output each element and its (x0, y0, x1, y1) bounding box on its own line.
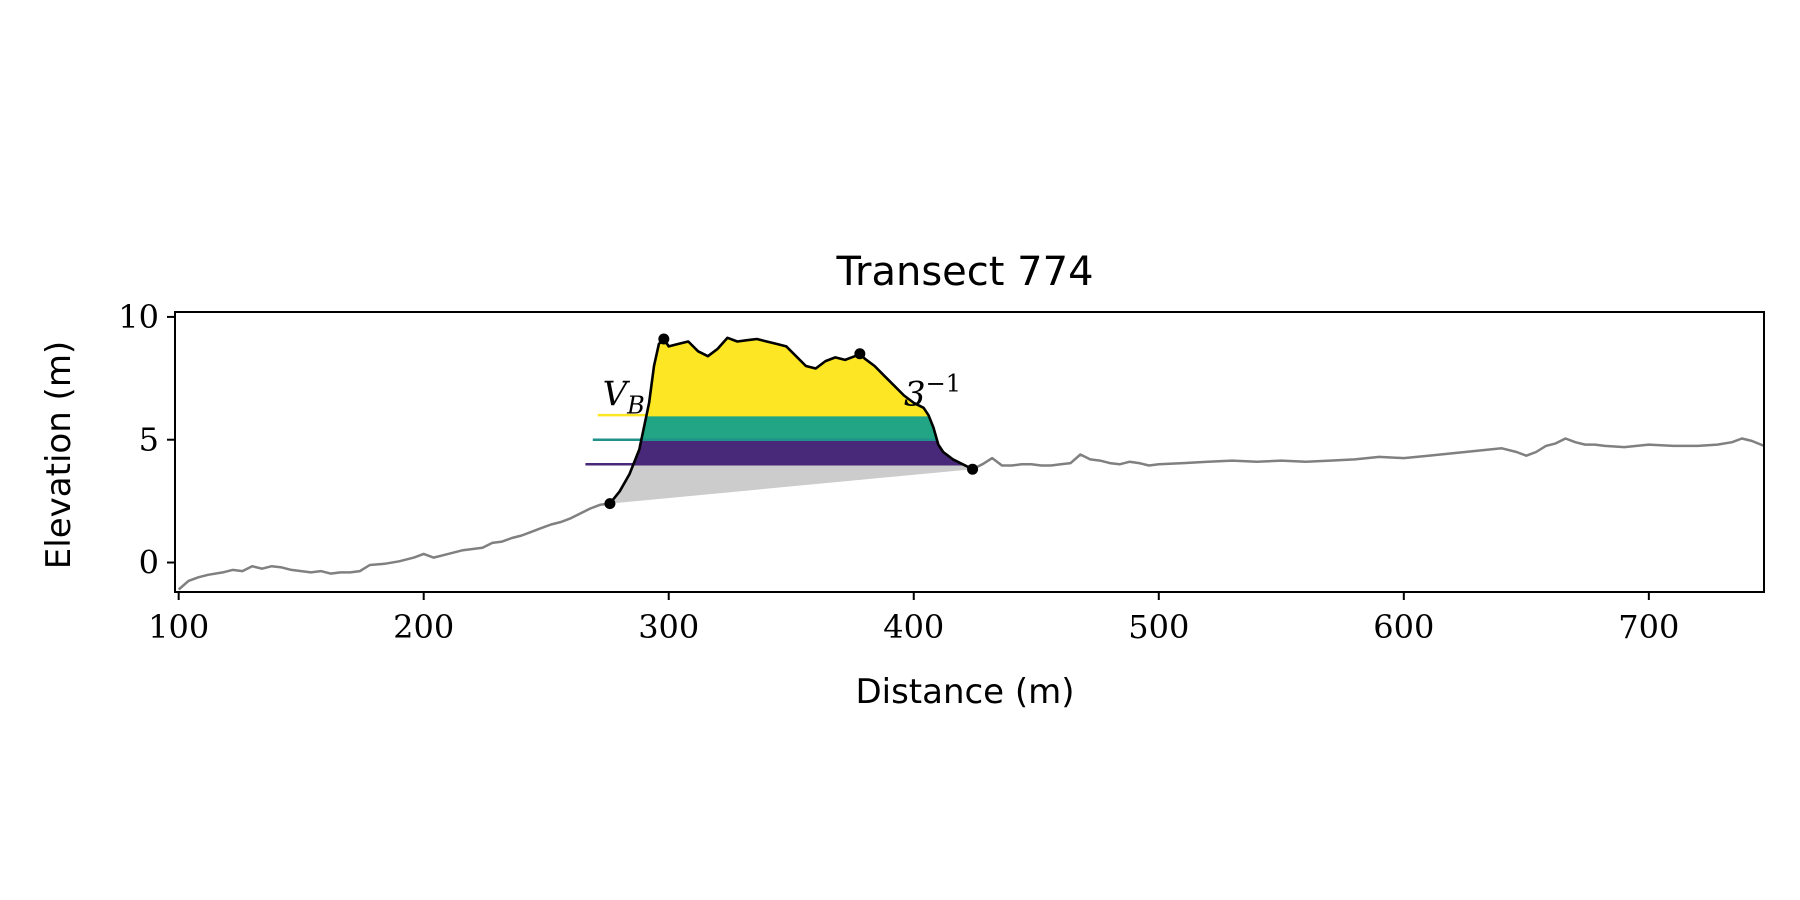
profile-line-landward (972, 437, 1764, 471)
y-axis: 0 5 10 (118, 298, 175, 582)
annotation-label: 3−1 (904, 369, 961, 414)
x-tick-label: 700 (1618, 608, 1679, 646)
y-axis-label: Elevation (m) (39, 341, 79, 569)
y-tick-label: 10 (118, 298, 159, 336)
y-tick-label: 5 (139, 421, 159, 459)
plot-area: VB 3−1 (177, 333, 1764, 591)
axes-frame (174, 311, 1765, 593)
x-tick-label: 300 (638, 608, 699, 646)
toe-marker (604, 498, 616, 510)
volume-band-mid (641, 415, 937, 440)
chart-title: Transect 774 (835, 249, 1093, 295)
base-volume-area (609, 464, 973, 504)
x-axis: 100 200 300 400 500 600 700 (148, 592, 1679, 646)
x-tick-label: 400 (883, 608, 944, 646)
x-axis-label: Distance (m) (855, 672, 1074, 712)
annotation-label: VB (603, 374, 645, 419)
profile-line-seaward (177, 502, 611, 591)
x-tick-label: 200 (393, 608, 454, 646)
x-tick-label: 500 (1128, 608, 1189, 646)
volume-band-low (633, 439, 963, 465)
heel-marker (967, 463, 979, 475)
crest-marker (658, 333, 670, 345)
y-tick-label: 0 (139, 544, 159, 582)
x-tick-label: 600 (1373, 608, 1434, 646)
heel-crest-marker (854, 348, 866, 360)
x-tick-label: 100 (148, 608, 209, 646)
